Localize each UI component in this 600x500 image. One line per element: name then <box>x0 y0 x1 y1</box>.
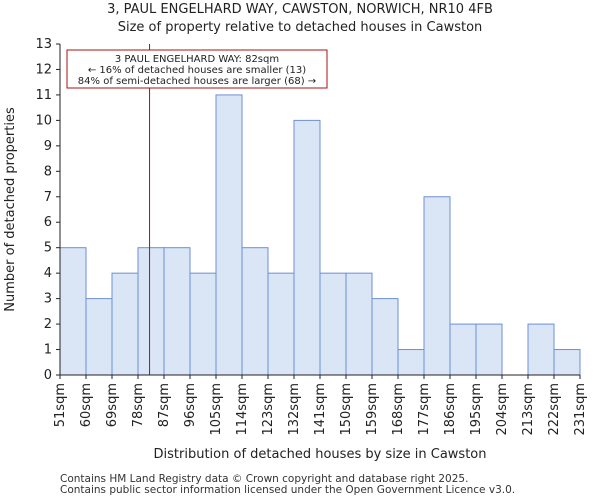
bar-96sqm <box>189 272 217 376</box>
bar-60sqm <box>85 298 113 376</box>
bar-123sqm <box>267 272 295 376</box>
y-axis-label: Number of detached properties <box>3 107 18 312</box>
bar-51sqm <box>59 247 87 376</box>
bar-78sqm <box>137 247 165 376</box>
x-tick-label-141sqm: 141sqm <box>313 383 328 436</box>
chart-subtitle: Size of property relative to detached ho… <box>117 20 483 35</box>
x-tick-label-96sqm: 96sqm <box>183 383 198 427</box>
chart-title: 3, PAUL ENGELHARD WAY, CAWSTON, NORWICH,… <box>107 2 493 17</box>
x-tick-label-213sqm: 213sqm <box>521 383 536 436</box>
x-tick-label-123sqm: 123sqm <box>261 383 276 436</box>
y-tick-label-10: 10 <box>35 113 52 128</box>
annotation-line-2: ← 16% of detached houses are smaller (13… <box>88 65 306 76</box>
x-tick-label-87sqm: 87sqm <box>157 383 172 427</box>
x-tick-label-132sqm: 132sqm <box>287 383 302 436</box>
bar-105sqm <box>215 94 243 376</box>
x-tick-label-78sqm: 78sqm <box>131 383 146 427</box>
bar-177sqm <box>423 196 451 376</box>
annotation-line-3: 84% of semi-detached houses are larger (… <box>78 76 316 87</box>
bar-150sqm <box>345 272 373 376</box>
y-tick-label-12: 12 <box>35 62 52 77</box>
y-tick-label-11: 11 <box>35 88 52 103</box>
x-axis-label: Distribution of detached houses by size … <box>154 447 487 462</box>
x-tick-label-150sqm: 150sqm <box>339 383 354 436</box>
x-tick-label-159sqm: 159sqm <box>365 383 380 436</box>
bar-69sqm <box>111 272 139 376</box>
bar-159sqm <box>371 298 399 376</box>
x-tick-label-177sqm: 177sqm <box>417 383 432 436</box>
bar-195sqm <box>475 323 503 376</box>
x-tick-label-231sqm: 231sqm <box>573 383 588 436</box>
bar-87sqm <box>163 247 191 376</box>
x-tick-label-114sqm: 114sqm <box>235 383 250 436</box>
bar-168sqm <box>397 349 425 376</box>
y-tick-label-2: 2 <box>44 317 52 332</box>
x-tick-label-105sqm: 105sqm <box>209 383 224 436</box>
y-tick-label-13: 13 <box>35 37 52 52</box>
y-tick-label-3: 3 <box>44 292 52 307</box>
y-tick-label-7: 7 <box>44 190 52 205</box>
footer-line-2: Contains public sector information licen… <box>60 484 516 496</box>
x-tick-label-204sqm: 204sqm <box>495 383 510 436</box>
y-tick-label-5: 5 <box>44 241 52 256</box>
x-tick-label-222sqm: 222sqm <box>547 383 562 436</box>
footer-line-1: Contains HM Land Registry data © Crown c… <box>60 473 469 485</box>
bar-186sqm <box>449 323 477 376</box>
annotation-line-1: 3 PAUL ENGELHARD WAY: 82sqm <box>115 54 279 65</box>
x-tick-label-195sqm: 195sqm <box>469 383 484 436</box>
x-tick-label-51sqm: 51sqm <box>53 383 68 427</box>
y-tick-label-6: 6 <box>44 215 52 230</box>
x-tick-label-60sqm: 60sqm <box>79 383 94 427</box>
bar-132sqm <box>293 119 321 376</box>
y-tick-label-9: 9 <box>44 139 52 154</box>
bar-222sqm <box>553 349 581 376</box>
x-tick-label-69sqm: 69sqm <box>105 383 120 427</box>
bar-213sqm <box>527 323 555 376</box>
y-tick-label-4: 4 <box>44 266 52 281</box>
annotation-box <box>66 49 328 89</box>
bar-141sqm <box>319 272 347 376</box>
x-tick-label-168sqm: 168sqm <box>391 383 406 436</box>
bar-114sqm <box>241 247 269 376</box>
y-tick-label-0: 0 <box>44 368 52 383</box>
y-tick-label-8: 8 <box>44 164 52 179</box>
x-tick-label-186sqm: 186sqm <box>443 383 458 436</box>
y-tick-label-1: 1 <box>44 343 52 358</box>
